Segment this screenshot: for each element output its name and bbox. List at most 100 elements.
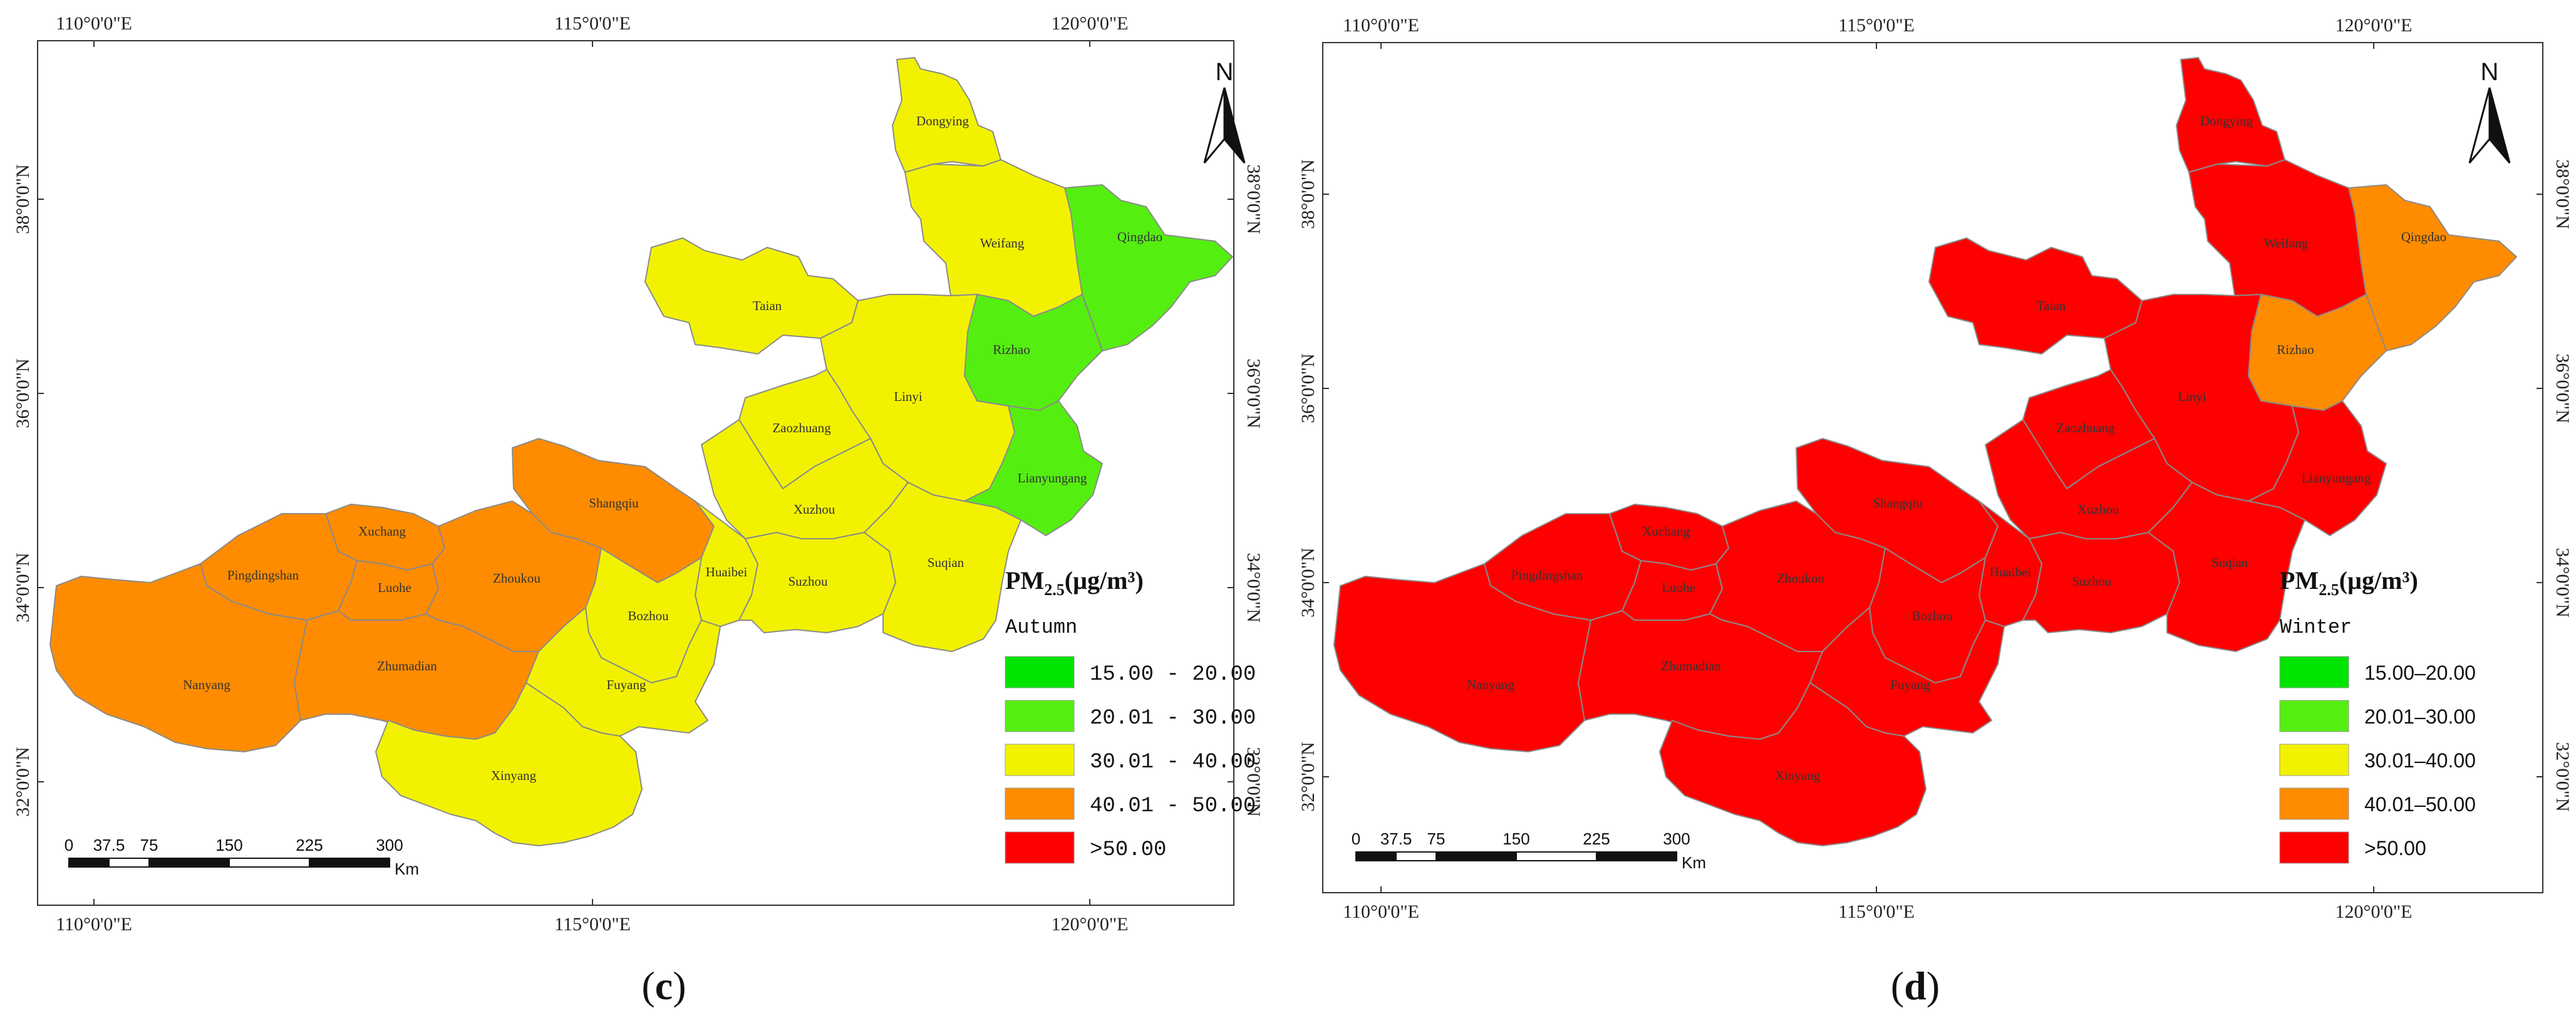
- city-label-zhumadian: Zhumadian: [1661, 658, 1721, 673]
- left-latitude-label: 36°0'0"N: [13, 358, 33, 428]
- top-longitude-label: 110°0'0"E: [1343, 15, 1419, 36]
- city-label-lianyungang: Lianyungang: [2302, 470, 2371, 485]
- bottom-longitude-label: 120°0'0"E: [1052, 914, 1129, 935]
- north-arrow-icon: N: [1203, 58, 1246, 164]
- north-label: N: [1216, 58, 1234, 86]
- city-label-weifang: Weifang: [2264, 236, 2309, 251]
- region-xinyang: [375, 682, 643, 847]
- city-label-xuzhou: Xuzhou: [2077, 502, 2119, 517]
- legend-label: 40.01–50.00: [2364, 793, 2476, 816]
- right-latitude-label: 32°0'0"N: [1243, 747, 1264, 816]
- scale-bar: 0 37.5 75 150 225 300 Km: [65, 836, 419, 878]
- scale-unit: Km: [1682, 853, 1706, 872]
- region-suzhou: [738, 531, 897, 634]
- left-latitude-label: 38°0'0"N: [1298, 159, 1318, 229]
- right-latitude-label: 38°0'0"N: [2552, 159, 2573, 229]
- city-label-nanyang: Nanyang: [1467, 677, 1514, 692]
- legend-label: 20.01 - 30.00: [1090, 707, 1256, 730]
- scale-segment: [68, 858, 110, 868]
- legend: PM2.5(µg/m³) Autumn 15.00 - 20.00 20.01 - 3…: [1005, 566, 1256, 864]
- panel-caption: (d): [1891, 963, 1940, 1008]
- scale-segment: [1596, 851, 1677, 861]
- city-label-xuzhou: Xuzhou: [794, 502, 835, 517]
- city-label-luohe: Luohe: [378, 580, 411, 595]
- scale-tick-label: 0: [1352, 829, 1360, 848]
- bottom-longitude-label: 115°0'0"E: [1838, 901, 1915, 922]
- legend-swatch: [1005, 831, 1075, 864]
- city-label-fuyang: Fuyang: [607, 677, 647, 692]
- legend-label: >50.00: [1090, 838, 1166, 862]
- map-panel-d: 110°0'0"E 115°0'0"E 120°0'0"E 110°0'0"E 115°…: [1298, 15, 2573, 1008]
- legend-label: 20.01–30.00: [2364, 705, 2476, 728]
- legend-swatch: [2279, 656, 2349, 688]
- scale-tick-label: 0: [65, 836, 73, 854]
- bottom-longitude-label: 110°0'0"E: [56, 914, 132, 935]
- city-label-zhoukou: Zhoukou: [1777, 571, 1824, 586]
- right-latitude-label: 38°0'0"N: [1243, 164, 1264, 234]
- region-huaibei: [1978, 501, 2043, 628]
- north-arrow-icon: N: [2468, 58, 2511, 164]
- city-label-suzhou: Suzhou: [789, 574, 829, 589]
- north-label: N: [2481, 58, 2499, 86]
- region-lianyungang: [962, 400, 1104, 537]
- city-label-huaibei: Huaibei: [706, 564, 748, 579]
- legend-title: PM2.5(µg/m³): [1005, 566, 1144, 599]
- city-label-linyi: Linyi: [2178, 389, 2206, 404]
- scale-tick-label: 150: [215, 836, 242, 854]
- city-label-xinyang: Xinyang: [1775, 768, 1821, 783]
- legend-label: 30.01 - 40.00: [1090, 750, 1256, 774]
- left-latitude-label: 36°0'0"N: [1298, 353, 1318, 423]
- region-layer: Dongying Weifang Qingdao Taian Rizhao Linyi Za…: [49, 56, 1234, 847]
- left-latitude-label: 34°0'0"N: [13, 553, 33, 622]
- left-latitude-label: 34°0'0"N: [1298, 548, 1318, 617]
- panel-caption: (c): [641, 963, 686, 1008]
- legend-swatch: [2279, 831, 2349, 864]
- scale-segment: [229, 858, 310, 868]
- legend-swatch: [1005, 700, 1075, 732]
- scale-tick-label: 225: [1583, 829, 1610, 848]
- region-huaibei: [694, 501, 759, 628]
- top-longitude-label: 110°0'0"E: [56, 13, 132, 34]
- scale-segment: [148, 858, 230, 868]
- scale-segment: [1355, 851, 1397, 861]
- legend-swatch: [1005, 656, 1075, 688]
- bottom-longitude-label: 120°0'0"E: [2335, 901, 2413, 922]
- legend-season: Winter: [2280, 616, 2352, 639]
- legend-label: >50.00: [2364, 837, 2426, 859]
- region-suzhou: [2022, 531, 2181, 634]
- legend-title: PM2.5(µg/m³): [2280, 566, 2418, 599]
- scale-tick-label: 150: [1503, 829, 1529, 848]
- right-latitude-label: 36°0'0"N: [1243, 358, 1264, 428]
- region-suqian: [2147, 481, 2306, 653]
- city-label-lianyungang: Lianyungang: [1018, 470, 1087, 485]
- scale-unit: Km: [395, 859, 419, 878]
- scale-tick-label: 300: [376, 836, 403, 854]
- legend-label: 40.01 - 50.00: [1090, 794, 1256, 818]
- city-label-bozhou: Bozhou: [1911, 608, 1953, 623]
- scale-tick-label: 75: [1427, 829, 1446, 848]
- city-label-bozhou: Bozhou: [628, 608, 669, 623]
- legend-swatch: [2279, 700, 2349, 732]
- left-latitude-label: 32°0'0"N: [1298, 742, 1318, 811]
- city-label-luohe: Luohe: [1662, 580, 1695, 595]
- top-longitude-label: 115°0'0"E: [554, 13, 631, 34]
- city-label-huaibei: Huaibei: [1990, 564, 2032, 579]
- right-latitude-label: 34°0'0"N: [1243, 553, 1264, 622]
- city-label-suqian: Suqian: [2211, 555, 2248, 570]
- city-label-zhumadian: Zhumadian: [377, 658, 437, 673]
- city-label-zaozhuang: Zaozhuang: [772, 420, 831, 435]
- scale-tick-label: 37.5: [93, 836, 125, 854]
- bottom-longitude-label: 110°0'0"E: [1343, 901, 1419, 922]
- scale-bar: 0 37.5 75 150 225 300 Km: [1352, 829, 1706, 872]
- city-label-taian: Taian: [2037, 298, 2066, 313]
- city-label-weifang: Weifang: [980, 236, 1025, 251]
- city-label-qingdao: Qingdao: [2401, 229, 2446, 244]
- legend-swatch: [2279, 787, 2349, 820]
- right-latitude-label: 34°0'0"N: [2552, 548, 2573, 617]
- scale-tick-label: 75: [140, 836, 158, 854]
- city-label-dongying: Dongying: [2200, 113, 2253, 128]
- legend-label: 30.01–40.00: [2364, 749, 2476, 772]
- bottom-longitude-label: 115°0'0"E: [554, 914, 631, 935]
- scale-segment: [108, 858, 150, 868]
